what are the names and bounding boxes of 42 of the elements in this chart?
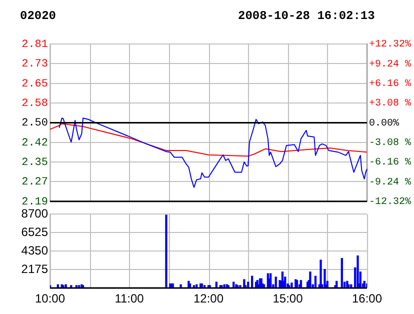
bar [320,260,322,288]
y2-tick-label: -12.32% [369,197,412,208]
y-tick-label: 2.27 [22,176,48,189]
x-tick-label: 15:00 [272,292,304,306]
y-tick-label: 2.42 [22,137,48,150]
y-tick-label: 2.35 [22,156,48,169]
y-tick-label: 2.50 [22,118,48,130]
y2-tick-label: +3.08 % [369,98,412,110]
y2-tick-label: 0.00% [369,118,400,130]
bar [270,273,272,288]
bar [340,258,343,288]
x-tick-label: 12:00 [193,292,224,306]
y2-tick-label: +6.16 % [369,78,412,90]
y2-tick-label: -9.24 % [369,177,412,188]
y-tick-label: 2.19 [22,196,48,208]
bar [300,280,302,288]
y-tick-label: 4350 [21,243,48,258]
y-tick-label: 2.73 [22,58,48,71]
x-tick-label: 10:00 [34,292,66,306]
bar [180,284,182,288]
y2-tick-label: -3.08 % [369,138,412,150]
y2-tick-label: -6.16 % [369,158,412,169]
bar [215,282,218,288]
y-tick-label: 8700 [21,206,48,221]
chart-subtitle: 2008-10-28 16:02:13 [238,9,375,23]
bar [274,276,277,288]
x-tick-label: 11:00 [114,292,144,306]
bar [165,214,168,288]
bar [290,282,293,288]
y2-tick-label: +12.32% [369,40,412,51]
y2-tick-label: +9.24 % [369,59,412,70]
bar [247,282,250,288]
chart-title: 02020 [20,9,56,23]
y-tick-label: 2.81 [22,38,48,51]
bar [309,272,312,288]
y-tick-label: 2175 [21,262,48,276]
x-tick-label: 16:00 [352,292,382,306]
bar [232,282,235,288]
y-tick-label: 6525 [21,224,48,239]
bar [356,255,359,288]
y-tick-label: 2.65 [22,78,48,90]
y-tick-label: 2.58 [22,98,48,110]
